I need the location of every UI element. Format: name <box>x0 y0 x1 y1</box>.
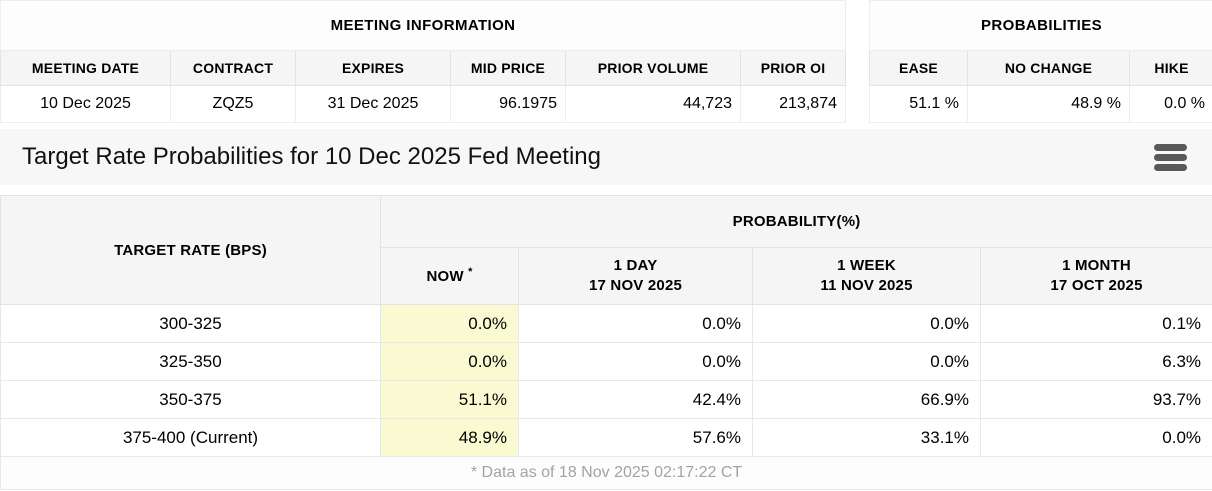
chart-menu-button[interactable] <box>1154 142 1188 172</box>
hike-value: 0.0 % <box>1128 85 1212 123</box>
col-header-mid-price: MID PRICE <box>450 50 566 86</box>
col-header-no-change: NO CHANGE <box>967 50 1130 86</box>
ease-value: 51.1 % <box>869 85 968 123</box>
period-subheader-row: NOW * 1 DAY 17 NOV 2025 1 WEEK 11 NOV 20… <box>1 247 1212 305</box>
prior-oi-value: 213,874 <box>740 85 846 123</box>
target-rate-cell: 300-325 <box>0 304 381 343</box>
target-rate-cell: 375-400 (Current) <box>0 418 381 457</box>
col-header-prior-oi: PRIOR OI <box>740 50 846 86</box>
target-rate-cell: 350-375 <box>0 380 381 419</box>
page-title: Target Rate Probabilities for 10 Dec 202… <box>22 143 601 170</box>
col-header-prior-volume: PRIOR VOLUME <box>565 50 741 86</box>
now-probability-cell: 0.0% <box>380 304 519 343</box>
col-header-now: NOW * <box>380 247 519 305</box>
col-header-contract: CONTRACT <box>170 50 296 86</box>
now-footnote-marker: * <box>468 265 473 278</box>
table-row: 375-400 (Current) 48.9% 57.6% 33.1% 0.0% <box>0 418 1212 457</box>
no-change-value: 48.9 % <box>967 85 1130 123</box>
day-probability-cell: 42.4% <box>518 380 753 419</box>
meeting-information-title: MEETING INFORMATION <box>0 0 846 51</box>
day-probability-cell: 57.6% <box>518 418 753 457</box>
probability-pct-header: PROBABILITY(%) <box>379 195 1212 248</box>
col-header-meeting-date: MEETING DATE <box>0 50 171 86</box>
meeting-date-value: 10 Dec 2025 <box>0 85 171 123</box>
contract-value: ZQZ5 <box>170 85 296 123</box>
meeting-information-header-row: MEETING DATE CONTRACT EXPIRES MID PRICE … <box>0 50 846 86</box>
top-summary-row: MEETING INFORMATION MEETING DATE CONTRAC… <box>0 0 1212 123</box>
probabilities-summary-table: PROBABILITIES EASE NO CHANGE HIKE 51.1 %… <box>868 0 1212 123</box>
now-probability-cell: 51.1% <box>380 380 519 419</box>
week-probability-cell: 33.1% <box>752 418 981 457</box>
now-probability-cell: 0.0% <box>380 342 519 381</box>
target-rate-bps-header: TARGET RATE (BPS) <box>0 195 381 305</box>
data-as-of-footnote: * Data as of 18 Nov 2025 02:17:22 CT <box>0 456 1212 490</box>
col-header-ease: EASE <box>869 50 968 86</box>
col-header-hike: HIKE <box>1128 50 1212 86</box>
day-probability-cell: 0.0% <box>518 304 753 343</box>
col-header-1-day: 1 DAY 17 NOV 2025 <box>518 247 753 305</box>
target-rate-probability-table: TARGET RATE (BPS) PROBABILITY(%) NOW * 1… <box>0 195 1212 490</box>
month-probability-cell: 6.3% <box>979 342 1212 381</box>
section-title-bar: Target Rate Probabilities for 10 Dec 202… <box>0 129 1212 185</box>
week-probability-cell: 66.9% <box>752 380 981 419</box>
probabilities-header-row: EASE NO CHANGE HIKE <box>869 50 1212 86</box>
table-row: 350-375 51.1% 42.4% 66.9% 93.7% <box>0 380 1212 419</box>
col-header-expires: EXPIRES <box>295 50 451 86</box>
day-probability-cell: 0.0% <box>518 342 753 381</box>
week-probability-cell: 0.0% <box>752 304 981 343</box>
meeting-information-data-row: 10 Dec 2025 ZQZ5 31 Dec 2025 96.1975 44,… <box>0 85 846 123</box>
col-header-1-month: 1 MONTH 17 OCT 2025 <box>979 247 1212 305</box>
target-rate-cell: 325-350 <box>0 342 381 381</box>
mid-price-value: 96.1975 <box>450 85 566 123</box>
month-probability-cell: 93.7% <box>979 380 1212 419</box>
probabilities-title: PROBABILITIES <box>868 0 1212 51</box>
expires-value: 31 Dec 2025 <box>295 85 451 123</box>
hamburger-menu-icon <box>1154 143 1187 151</box>
week-probability-cell: 0.0% <box>752 342 981 381</box>
table-row: 325-350 0.0% 0.0% 0.0% 6.3% <box>0 342 1212 381</box>
col-header-1-week: 1 WEEK 11 NOV 2025 <box>752 247 981 305</box>
month-probability-cell: 0.1% <box>979 304 1212 343</box>
now-probability-cell: 48.9% <box>380 418 519 457</box>
table-row: 300-325 0.0% 0.0% 0.0% 0.1% <box>0 304 1212 343</box>
month-probability-cell: 0.0% <box>979 418 1212 457</box>
probabilities-data-row: 51.1 % 48.9 % 0.0 % <box>869 85 1212 123</box>
prior-volume-value: 44,723 <box>565 85 741 123</box>
meeting-information-table: MEETING INFORMATION MEETING DATE CONTRAC… <box>0 0 846 123</box>
